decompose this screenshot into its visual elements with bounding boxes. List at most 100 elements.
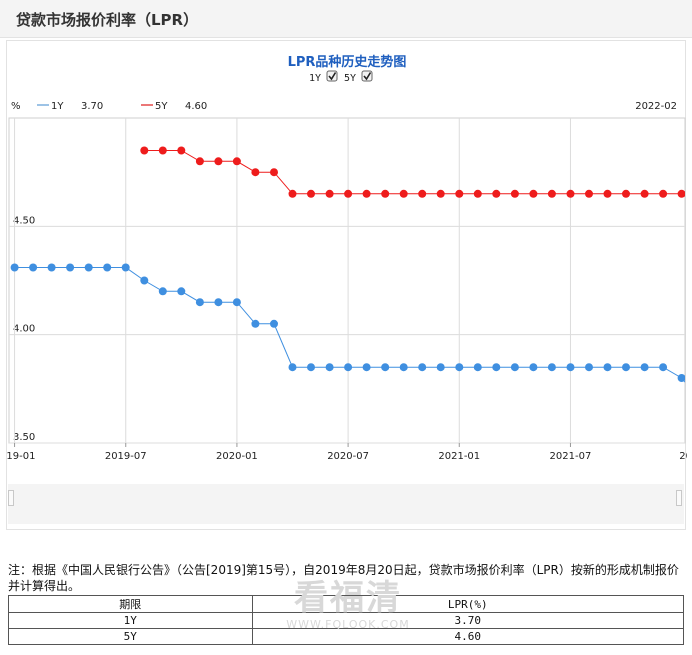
x-tick-label: 2020-01 [216,451,258,462]
data-point-1y [677,374,685,382]
data-point-1y [121,263,130,272]
data-point-1y [436,363,445,372]
data-point-1y [547,363,556,372]
x-tick-label: 2019-07 [105,451,147,462]
lpr-history-chart: LPR品种历史走势图 1Y 5Y% 1Y 3.70 5Y 4.60 2022-02 3.50 4.… [7,54,687,462]
data-point-1y [103,263,112,272]
data-point-1y [158,287,167,296]
data-point-1y [325,363,334,372]
toggle-label-5y: 5Y [344,73,356,84]
table-cell-term: 1Y [8,612,253,629]
y-tick-label: 4.50 [13,215,35,226]
data-point-5y [399,189,408,198]
data-point-1y [140,276,149,285]
lpr-note: 注：根据《中国人民银行公告》（公告[2019]第15号），自2019年8月20日… [8,563,679,593]
x-tick-label: 2021-07 [550,451,592,462]
data-point-1y [640,363,649,372]
x-tick-label: 2022-02 [679,451,687,462]
data-point-5y [473,189,482,198]
range-navigator[interactable] [8,484,684,524]
data-point-1y [195,298,204,307]
data-point-5y [362,189,371,198]
data-point-5y [288,189,297,198]
toggle-checkbox-1y[interactable] [326,70,338,82]
toggle-label-1y: 1Y [309,73,321,84]
data-point-1y [29,263,38,272]
series-1y [10,263,685,383]
data-point-1y [603,363,612,372]
data-point-1y [381,363,390,372]
data-point-1y [84,263,93,272]
range-handle-right[interactable] [676,490,682,506]
page-header: 贷款市场报价利率（LPR） [0,0,692,38]
data-point-5y [547,189,556,198]
plot-area [8,117,686,444]
data-point-1y [10,263,19,272]
data-point-1y [177,287,186,296]
table-header-row: 期限 LPR(%) [8,595,685,613]
data-point-5y [195,157,204,166]
page-title: 贷款市场报价利率（LPR） [16,11,199,29]
data-point-5y [251,168,260,177]
data-point-5y [529,189,538,198]
data-point-5y [232,157,241,166]
column-header-lpr: LPR(%) [251,595,685,613]
data-point-5y [640,189,649,198]
table-row: 1Y 3.70 [8,612,685,629]
data-point-1y [473,363,482,372]
data-point-1y [344,363,353,372]
table-cell-term: 5Y [8,628,253,645]
data-point-5y [270,168,278,177]
data-point-1y [232,298,241,307]
x-tick-label: 2021-01 [438,451,480,462]
data-point-5y [418,189,427,198]
data-point-5y [140,146,149,155]
data-point-5y [455,189,464,198]
data-point-5y [603,189,612,198]
data-point-1y [270,319,278,328]
chart-panel: LPR品种历史走势图 1Y 5Y% 1Y 3.70 5Y 4.60 2022-02 3.50 4.… [6,40,687,530]
data-point-5y [214,157,223,166]
legend-name-1y: 1Y [51,101,64,112]
toggle-checkbox-5y[interactable] [361,70,373,82]
data-point-1y [418,363,427,372]
y-tick-label: 3.50 [13,432,35,443]
range-handle-left[interactable] [8,490,14,506]
column-header-term: 期限 [8,595,253,613]
legend-value-1y: 3.70 [81,101,103,112]
data-point-1y [362,363,371,372]
y-unit-label: % [11,101,21,112]
data-point-5y [177,146,186,155]
data-point-1y [529,363,538,372]
data-point-1y [214,298,223,307]
data-point-5y [307,189,315,198]
table-cell-rate: 4.60 [251,628,685,645]
data-point-5y [566,189,575,198]
data-point-1y [510,363,519,372]
table-cell-rate: 3.70 [251,612,685,629]
data-point-5y [492,189,501,198]
data-point-1y [659,363,668,372]
series-5y [140,146,685,198]
data-point-1y [492,363,501,372]
table-row: 5Y 4.60 [8,628,685,645]
y-tick-label: 4.00 [13,324,35,335]
data-point-5y [325,189,334,198]
data-point-1y [307,363,315,372]
lpr-table: 期限 LPR(%) 1Y 3.70 5Y 4.60 [8,595,685,645]
data-point-5y [510,189,519,198]
data-point-5y [381,189,390,198]
legend-value-5y: 4.60 [185,101,207,112]
data-point-1y [622,363,630,372]
x-tick-label: 2020-07 [327,451,369,462]
data-point-1y [288,363,297,372]
legend-name-5y: 5Y [155,101,168,112]
check-mark-icon [363,72,372,81]
x-tick-label: 2019-01 [7,451,35,462]
data-point-1y [251,319,260,328]
data-point-5y [677,189,685,198]
data-point-1y [455,363,464,372]
data-point-5y [436,189,445,198]
data-point-5y [158,146,167,155]
data-point-1y [47,263,56,272]
